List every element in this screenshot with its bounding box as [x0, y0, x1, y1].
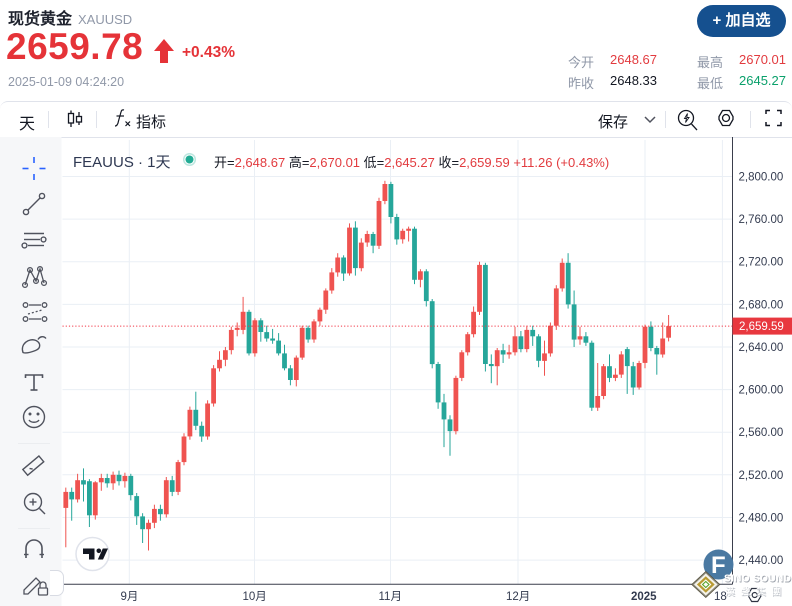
svg-text:18: 18 [714, 591, 727, 603]
svg-text:SINO SOUND: SINO SOUND [725, 574, 792, 585]
svg-text:2,659.59: 2,659.59 [739, 321, 784, 333]
svg-text:SINO SOUND: SINO SOUND [724, 574, 791, 585]
svg-text:10月: 10月 [243, 591, 267, 603]
svg-text:2,440.00: 2,440.00 [739, 555, 784, 567]
svg-text:漢聲集團: 漢聲集團 [725, 585, 787, 598]
svg-text:2,640.00: 2,640.00 [739, 342, 784, 354]
svg-text:F: F [711, 552, 726, 579]
svg-text:2,680.00: 2,680.00 [739, 299, 784, 311]
svg-text:2,720.00: 2,720.00 [739, 257, 784, 269]
svg-text:2,560.00: 2,560.00 [739, 427, 784, 439]
svg-text:漢聲集團: 漢聲集團 [726, 586, 788, 599]
svg-text:2,520.00: 2,520.00 [739, 470, 784, 482]
svg-text:2025: 2025 [631, 591, 657, 603]
svg-text:2,600.00: 2,600.00 [739, 385, 784, 397]
svg-text:12月: 12月 [506, 591, 530, 603]
svg-text:2,760.00: 2,760.00 [739, 214, 784, 226]
svg-text:9月: 9月 [121, 591, 139, 603]
svg-text:11月: 11月 [379, 591, 402, 603]
svg-text:2,800.00: 2,800.00 [739, 172, 784, 184]
svg-text:2,480.00: 2,480.00 [739, 513, 784, 525]
